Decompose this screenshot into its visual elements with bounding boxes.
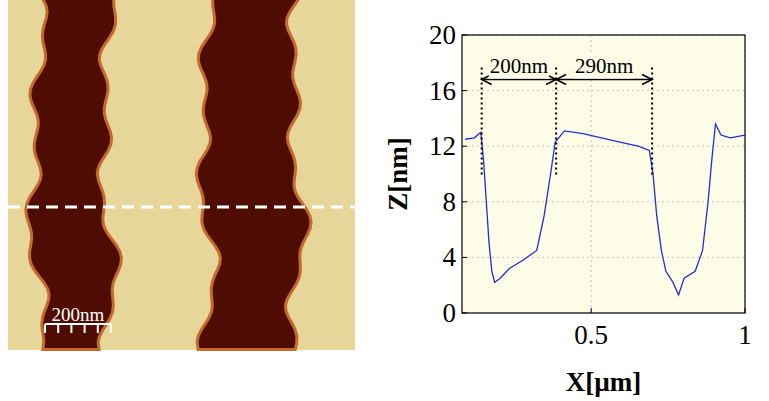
annotation-arrow [482, 79, 556, 81]
y-axis-title: Z[nm] [383, 137, 413, 211]
x-axis-title: X[µm] [566, 367, 642, 397]
grid-line [462, 146, 745, 147]
plot-frame [462, 35, 745, 313]
scale-bar-tick [44, 324, 46, 333]
y-tick-label: 20 [429, 20, 456, 50]
profile-line [465, 124, 745, 295]
profile-chart: 0 4 8 12 16 20 0.5 1 X[µm] Z[nm] [383, 20, 752, 397]
figure: 200nm 0 4 8 12 16 20 0.5 1 X[µm] Z[nm] 200nm 290nm [0, 0, 769, 401]
stripe [198, 0, 310, 348]
annotation-guide [651, 67, 653, 174]
y-tick-label: 12 [429, 131, 456, 161]
grid-line [462, 257, 745, 258]
y-tick-label: 0 [443, 298, 457, 328]
tick-mark [462, 201, 467, 202]
stripe-edge [27, 0, 120, 348]
profile-line [8, 206, 355, 209]
scale-bar-tick [110, 324, 112, 333]
afm-image: 200nm [8, 0, 355, 350]
data-group [465, 124, 745, 295]
tick-mark [462, 90, 467, 91]
annotations: 200nm 290nm [482, 54, 652, 174]
y-tick-label: 4 [443, 242, 457, 272]
image-background [8, 0, 355, 350]
plot-background [462, 35, 745, 313]
grid-line [462, 201, 745, 202]
x-tick-label: 1 [738, 320, 752, 350]
stripe [27, 0, 120, 348]
y-tick-label: 8 [443, 187, 457, 217]
arrow-head [642, 74, 652, 84]
scale-bar-tick [57, 324, 59, 333]
scale-bar-tick [97, 324, 99, 333]
label-patch [574, 54, 634, 78]
annotation-arrow [556, 79, 652, 81]
annotation-guide [555, 67, 557, 174]
tick-mark [591, 308, 592, 313]
scale-bar-tick [84, 324, 86, 333]
tick-mark [462, 257, 467, 258]
annotation-label: 200nm [490, 54, 548, 78]
label-patch [489, 54, 549, 78]
annotation-guide [481, 67, 483, 174]
grid-line [462, 90, 745, 91]
annotation-label: 290nm [575, 54, 633, 78]
stripe-edge [198, 0, 310, 348]
arrow-head [556, 74, 566, 84]
scale-bar-tick [70, 324, 72, 333]
y-tick-label: 16 [429, 76, 456, 106]
scale-bar-label: 200nm [52, 304, 105, 325]
x-tick-label: 0.5 [574, 320, 608, 350]
tick-mark [462, 146, 467, 147]
